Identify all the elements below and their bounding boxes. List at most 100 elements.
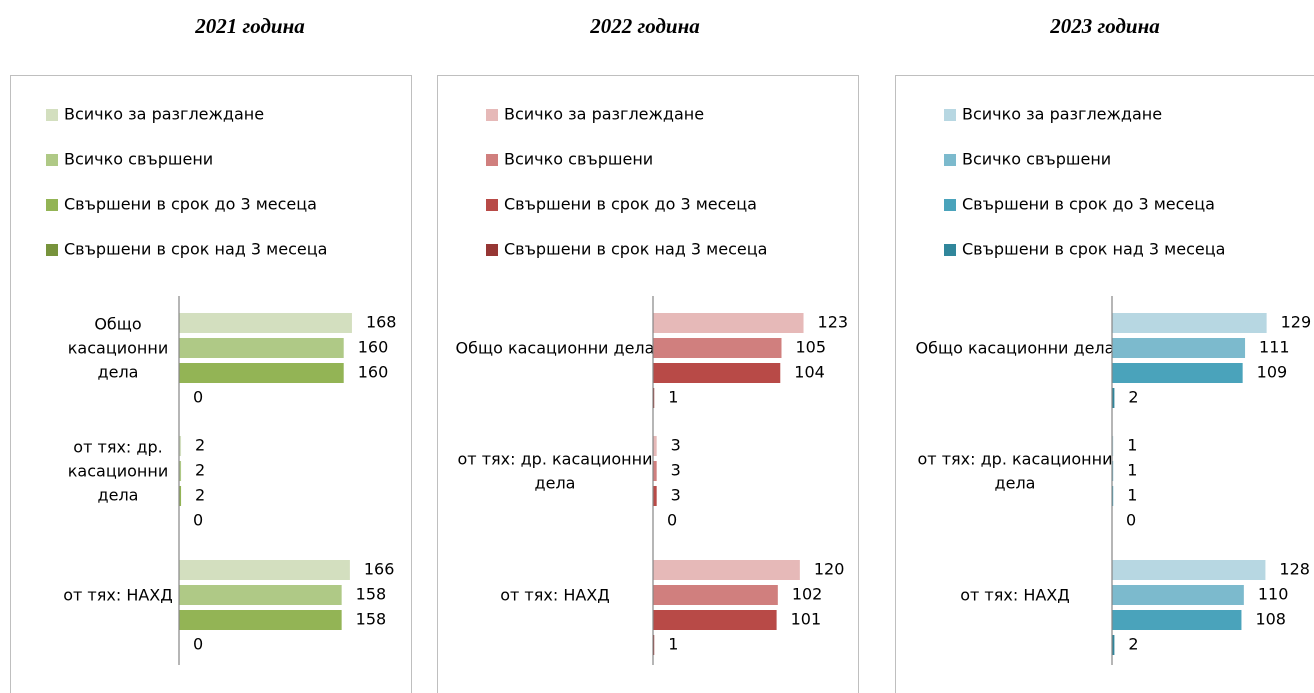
- legend-label: Всичко свършени: [504, 150, 653, 169]
- value-label: 3: [671, 461, 681, 480]
- legend-swatch: [46, 199, 58, 211]
- value-label: 158: [356, 585, 387, 604]
- bar: [1112, 338, 1246, 358]
- value-label: 1: [668, 388, 678, 407]
- value-label: 101: [791, 610, 822, 629]
- value-label: 111: [1259, 338, 1290, 357]
- category-label: Общо касационни дела: [456, 338, 655, 357]
- category-label: Общо касационни дела: [68, 314, 168, 381]
- category-label: от тях: НАХД: [500, 585, 610, 604]
- bar: [653, 635, 655, 655]
- chart-panel: Всичко за разглеждане Всичко свършени Свър…: [437, 75, 859, 693]
- value-label: 3: [671, 486, 681, 505]
- legend-swatch: [944, 244, 956, 256]
- category-label: от тях: НАХД: [960, 585, 1070, 604]
- value-label: 0: [193, 511, 203, 530]
- value-label: 109: [1257, 363, 1288, 382]
- bar: [179, 461, 182, 481]
- bar: [653, 461, 657, 481]
- legend-label: Свършени в срок над 3 месеца: [504, 240, 767, 259]
- bar: [1112, 388, 1115, 408]
- value-label: 128: [1279, 560, 1310, 579]
- value-label: 166: [364, 560, 395, 579]
- value-label: 0: [1126, 511, 1136, 530]
- legend-swatch: [486, 244, 498, 256]
- chart-panel: Всичко за разглеждане Всичко свършени Свър…: [895, 75, 1314, 693]
- chart-title: 2022 година: [589, 14, 699, 38]
- legend-label: Всичко за разглеждане: [504, 105, 704, 124]
- value-label: 2: [1128, 388, 1138, 407]
- bar: [179, 436, 182, 456]
- value-label: 160: [358, 363, 389, 382]
- value-label: 0: [193, 388, 203, 407]
- bar: [653, 363, 781, 383]
- panel-frame: [895, 75, 1314, 693]
- legend-swatch: [46, 109, 58, 121]
- bar: [653, 436, 657, 456]
- value-label: 158: [356, 610, 387, 629]
- bar: [179, 363, 344, 383]
- legend-label: Всичко свършени: [962, 150, 1111, 169]
- value-label: 102: [792, 585, 823, 604]
- value-label: 129: [1281, 313, 1312, 332]
- bar: [179, 338, 344, 358]
- value-label: 2: [1128, 635, 1138, 654]
- bar: [1112, 635, 1115, 655]
- legend-label: Свършени в срок до 3 месеца: [504, 195, 757, 214]
- value-label: 104: [794, 363, 825, 382]
- legend-label: Свършени в срок до 3 месеца: [962, 195, 1215, 214]
- bar: [179, 560, 350, 580]
- bar: [1112, 560, 1266, 580]
- bar: [1112, 363, 1243, 383]
- category-label: от тях: др. касационни дела: [918, 449, 1113, 492]
- value-label: 1: [1127, 461, 1137, 480]
- legend-label: Всичко свършени: [64, 150, 213, 169]
- bar: [653, 486, 657, 506]
- value-label: 2: [195, 461, 205, 480]
- legend-swatch: [46, 244, 58, 256]
- legend-label: Всичко за разглеждане: [64, 105, 264, 124]
- value-label: 110: [1258, 585, 1289, 604]
- legend-swatch: [486, 109, 498, 121]
- chart-title: 2023 година: [1049, 14, 1159, 38]
- chart-title: 2021 година: [194, 14, 304, 38]
- bar: [653, 338, 782, 358]
- legend-swatch: [944, 199, 956, 211]
- value-label: 105: [795, 338, 826, 357]
- panel-frame: [437, 75, 859, 693]
- category-label: Общо касационни дела: [916, 338, 1115, 357]
- value-label: 1: [1127, 486, 1137, 505]
- legend-swatch: [944, 109, 956, 121]
- value-label: 2: [195, 436, 205, 455]
- value-label: 1: [1127, 436, 1137, 455]
- legend-label: Свършени в срок над 3 месеца: [64, 240, 327, 259]
- value-label: 0: [667, 511, 677, 530]
- bar: [1112, 610, 1242, 630]
- value-label: 160: [358, 338, 389, 357]
- value-label: 1: [668, 635, 678, 654]
- value-label: 168: [366, 313, 397, 332]
- bar: [179, 486, 182, 506]
- value-label: 123: [818, 313, 849, 332]
- category-label: от тях: др. касационни дела: [458, 449, 653, 492]
- category-label: от тях: др. касационни дела: [68, 437, 168, 504]
- bar: [653, 560, 800, 580]
- bar: [1112, 585, 1244, 605]
- legend-label: Свършени в срок над 3 месеца: [962, 240, 1225, 259]
- bar: [653, 585, 778, 605]
- legend-label: Всичко за разглеждане: [962, 105, 1162, 124]
- value-label: 2: [195, 486, 205, 505]
- bar: [653, 610, 777, 630]
- bar: [179, 585, 342, 605]
- legend-swatch: [486, 199, 498, 211]
- value-label: 120: [814, 560, 845, 579]
- bar: [179, 313, 352, 333]
- value-label: 108: [1255, 610, 1286, 629]
- legend-swatch: [944, 154, 956, 166]
- bar: [1112, 313, 1267, 333]
- legend-swatch: [46, 154, 58, 166]
- legend-label: Свършени в срок до 3 месеца: [64, 195, 317, 214]
- bar: [179, 610, 342, 630]
- bar: [653, 313, 804, 333]
